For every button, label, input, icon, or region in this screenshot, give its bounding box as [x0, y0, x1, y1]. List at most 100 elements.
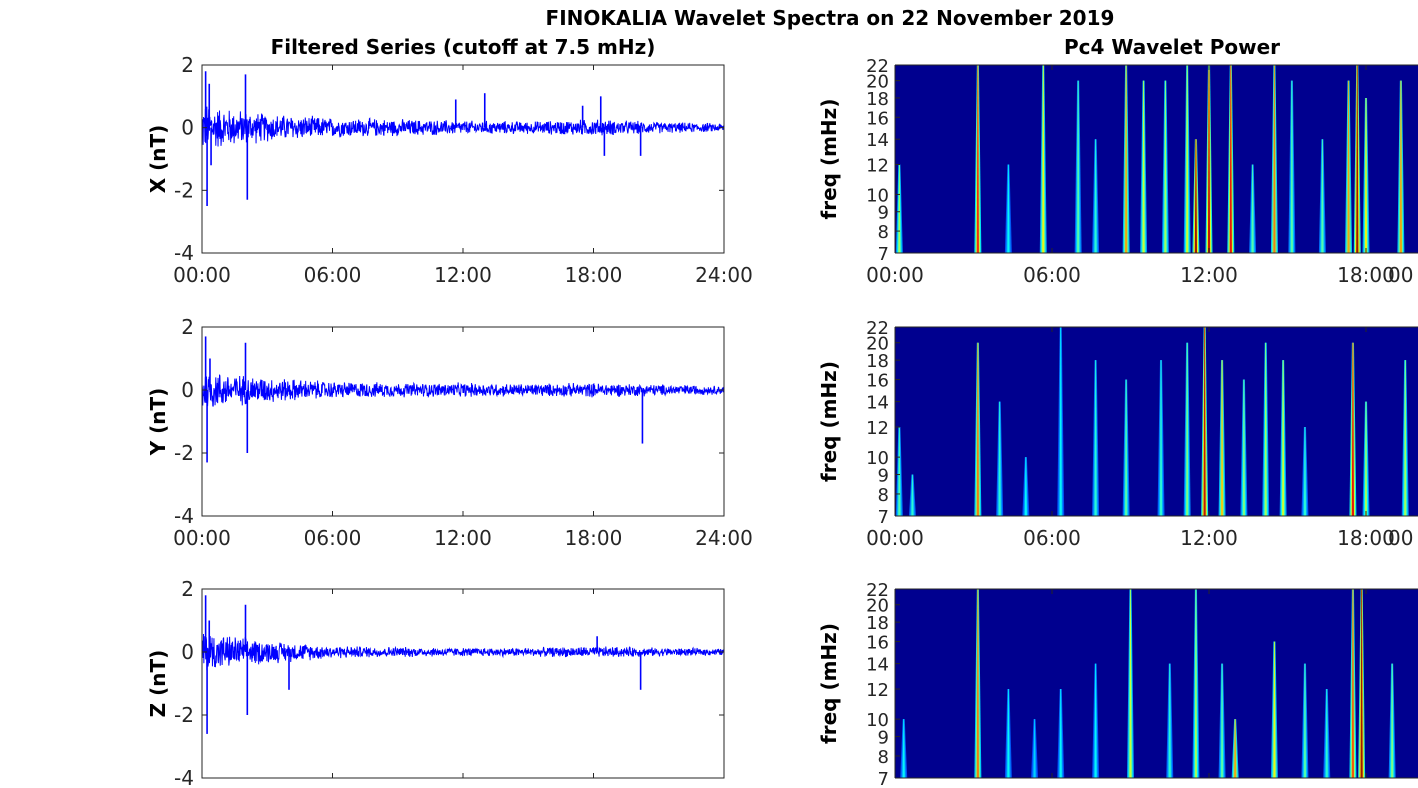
- power-streak: [1194, 589, 1198, 778]
- x-tick-label: 24:00: [695, 263, 753, 287]
- power-streak: [1094, 663, 1097, 778]
- y-tick-label: 8: [878, 222, 889, 243]
- x-tick-label: 00:00: [866, 526, 924, 550]
- y-tick-label: 7: [878, 507, 889, 528]
- y-tick-label: 9: [878, 728, 889, 749]
- power-streak: [1391, 663, 1394, 778]
- plot-area: [202, 65, 724, 253]
- y-tick-label: -4: [174, 504, 194, 528]
- series-trace: [201, 106, 725, 147]
- subplots: 20-2-400:00 06:00 12:00 18:00 24:00X (nT)20-…: [146, 53, 1418, 788]
- power-streak: [1364, 401, 1368, 516]
- x-tick-label: 00: [1388, 526, 1413, 550]
- power-streak: [1007, 164, 1010, 253]
- y-tick-label: 14: [866, 393, 889, 414]
- power-streak: [1282, 360, 1285, 516]
- power-streak: [1264, 342, 1267, 516]
- x-tick-label: 06:00: [304, 263, 362, 287]
- y-tick-label: -2: [174, 703, 194, 727]
- power-streak: [1094, 139, 1097, 253]
- power-streak: [1007, 689, 1010, 778]
- y-tick-label: 0: [181, 378, 194, 402]
- y-tick-label: 10: [866, 710, 889, 731]
- y-tick-label: 2: [181, 577, 194, 601]
- y-tick-label: -2: [174, 441, 194, 465]
- power-streak: [1303, 427, 1307, 516]
- y-tick-label: 14: [866, 655, 889, 676]
- x-tick-label: 00:00: [173, 263, 231, 287]
- power-streak: [1321, 139, 1324, 253]
- x-tick-label: 12:00: [434, 263, 492, 287]
- power-streak: [1242, 379, 1245, 516]
- y-tick-label: 0: [181, 640, 194, 664]
- y-axis-label: freq (mHz): [817, 99, 841, 220]
- y-tick-label: -2: [174, 178, 194, 202]
- power-streak: [1059, 689, 1062, 778]
- y-axis-label: freq (mHz): [817, 623, 841, 744]
- x-tick-label: 06:00: [304, 526, 362, 550]
- y-tick-label: 9: [878, 466, 889, 487]
- x-tick-label: 00: [1388, 263, 1413, 287]
- power-streak: [1186, 65, 1189, 253]
- y-tick-label: 18: [866, 89, 889, 110]
- power-streak: [1186, 342, 1189, 516]
- y-tick-label: 12: [866, 680, 889, 701]
- power-streak: [1364, 97, 1368, 253]
- x-tick-label: 18:00: [1337, 526, 1395, 550]
- timeseries-panel-2: 2 0 -2 -400:00 06:00 12:00 18:00 24:00 Y (nT): [146, 315, 753, 550]
- y-tick-label: -4: [174, 241, 194, 265]
- spectrogram-background: [895, 65, 1418, 253]
- y-tick-label: 10: [866, 185, 889, 206]
- x-tick-label: 18:00: [565, 263, 623, 287]
- spectrogram-background: [895, 327, 1418, 516]
- power-streak: [1207, 65, 1211, 253]
- x-tick-label: 06:00: [1023, 526, 1081, 550]
- y-tick-label: 16: [866, 371, 889, 392]
- y-tick-label: 12: [866, 156, 889, 177]
- power-streak: [976, 65, 979, 253]
- y-tick-label: 18: [866, 351, 889, 372]
- power-streak: [911, 474, 914, 516]
- power-streak: [998, 401, 1001, 516]
- y-axis-label: freq (mHz): [817, 361, 841, 482]
- power-streak: [1251, 164, 1254, 253]
- y-tick-label: 14: [866, 130, 889, 151]
- y-tick-label: 16: [866, 633, 889, 654]
- y-tick-label: 2: [181, 53, 194, 77]
- power-streak: [1168, 663, 1171, 778]
- power-streak: [1164, 80, 1167, 254]
- y-tick-label: 22: [866, 56, 889, 77]
- y-tick-label: 2: [181, 315, 194, 339]
- power-streak: [1159, 360, 1163, 516]
- x-tick-label: 18:00: [565, 526, 623, 550]
- power-streak: [1203, 327, 1206, 516]
- x-tick-label: 12:00: [434, 526, 492, 550]
- power-streak: [1059, 327, 1062, 516]
- power-streak: [1356, 65, 1359, 253]
- y-tick-label: 0: [181, 116, 194, 140]
- power-streak: [976, 342, 979, 516]
- spectrogram-background: [895, 589, 1418, 778]
- x-tick-label: 00:00: [866, 263, 924, 287]
- plot-area: [202, 589, 724, 778]
- power-streak: [976, 589, 979, 778]
- y-tick-label: 22: [866, 580, 889, 601]
- x-tick-label: 12:00: [1180, 263, 1238, 287]
- y-tick-label: 8: [878, 485, 889, 506]
- y-tick-label: 20: [866, 334, 889, 355]
- series-trace: [201, 374, 725, 407]
- power-streak: [1234, 719, 1237, 778]
- y-tick-label: 9: [878, 203, 889, 224]
- y-axis-label: Y (nT): [146, 388, 170, 457]
- x-tick-label: 12:00: [1180, 526, 1238, 550]
- right-column-title: Pc4 Wavelet Power: [1064, 35, 1280, 59]
- power-streak: [1194, 139, 1198, 253]
- power-streak: [1399, 80, 1402, 254]
- power-streak: [1077, 80, 1080, 254]
- power-streak: [1129, 589, 1132, 778]
- y-axis-label: X (nT): [146, 125, 170, 194]
- y-tick-label: 22: [866, 318, 889, 339]
